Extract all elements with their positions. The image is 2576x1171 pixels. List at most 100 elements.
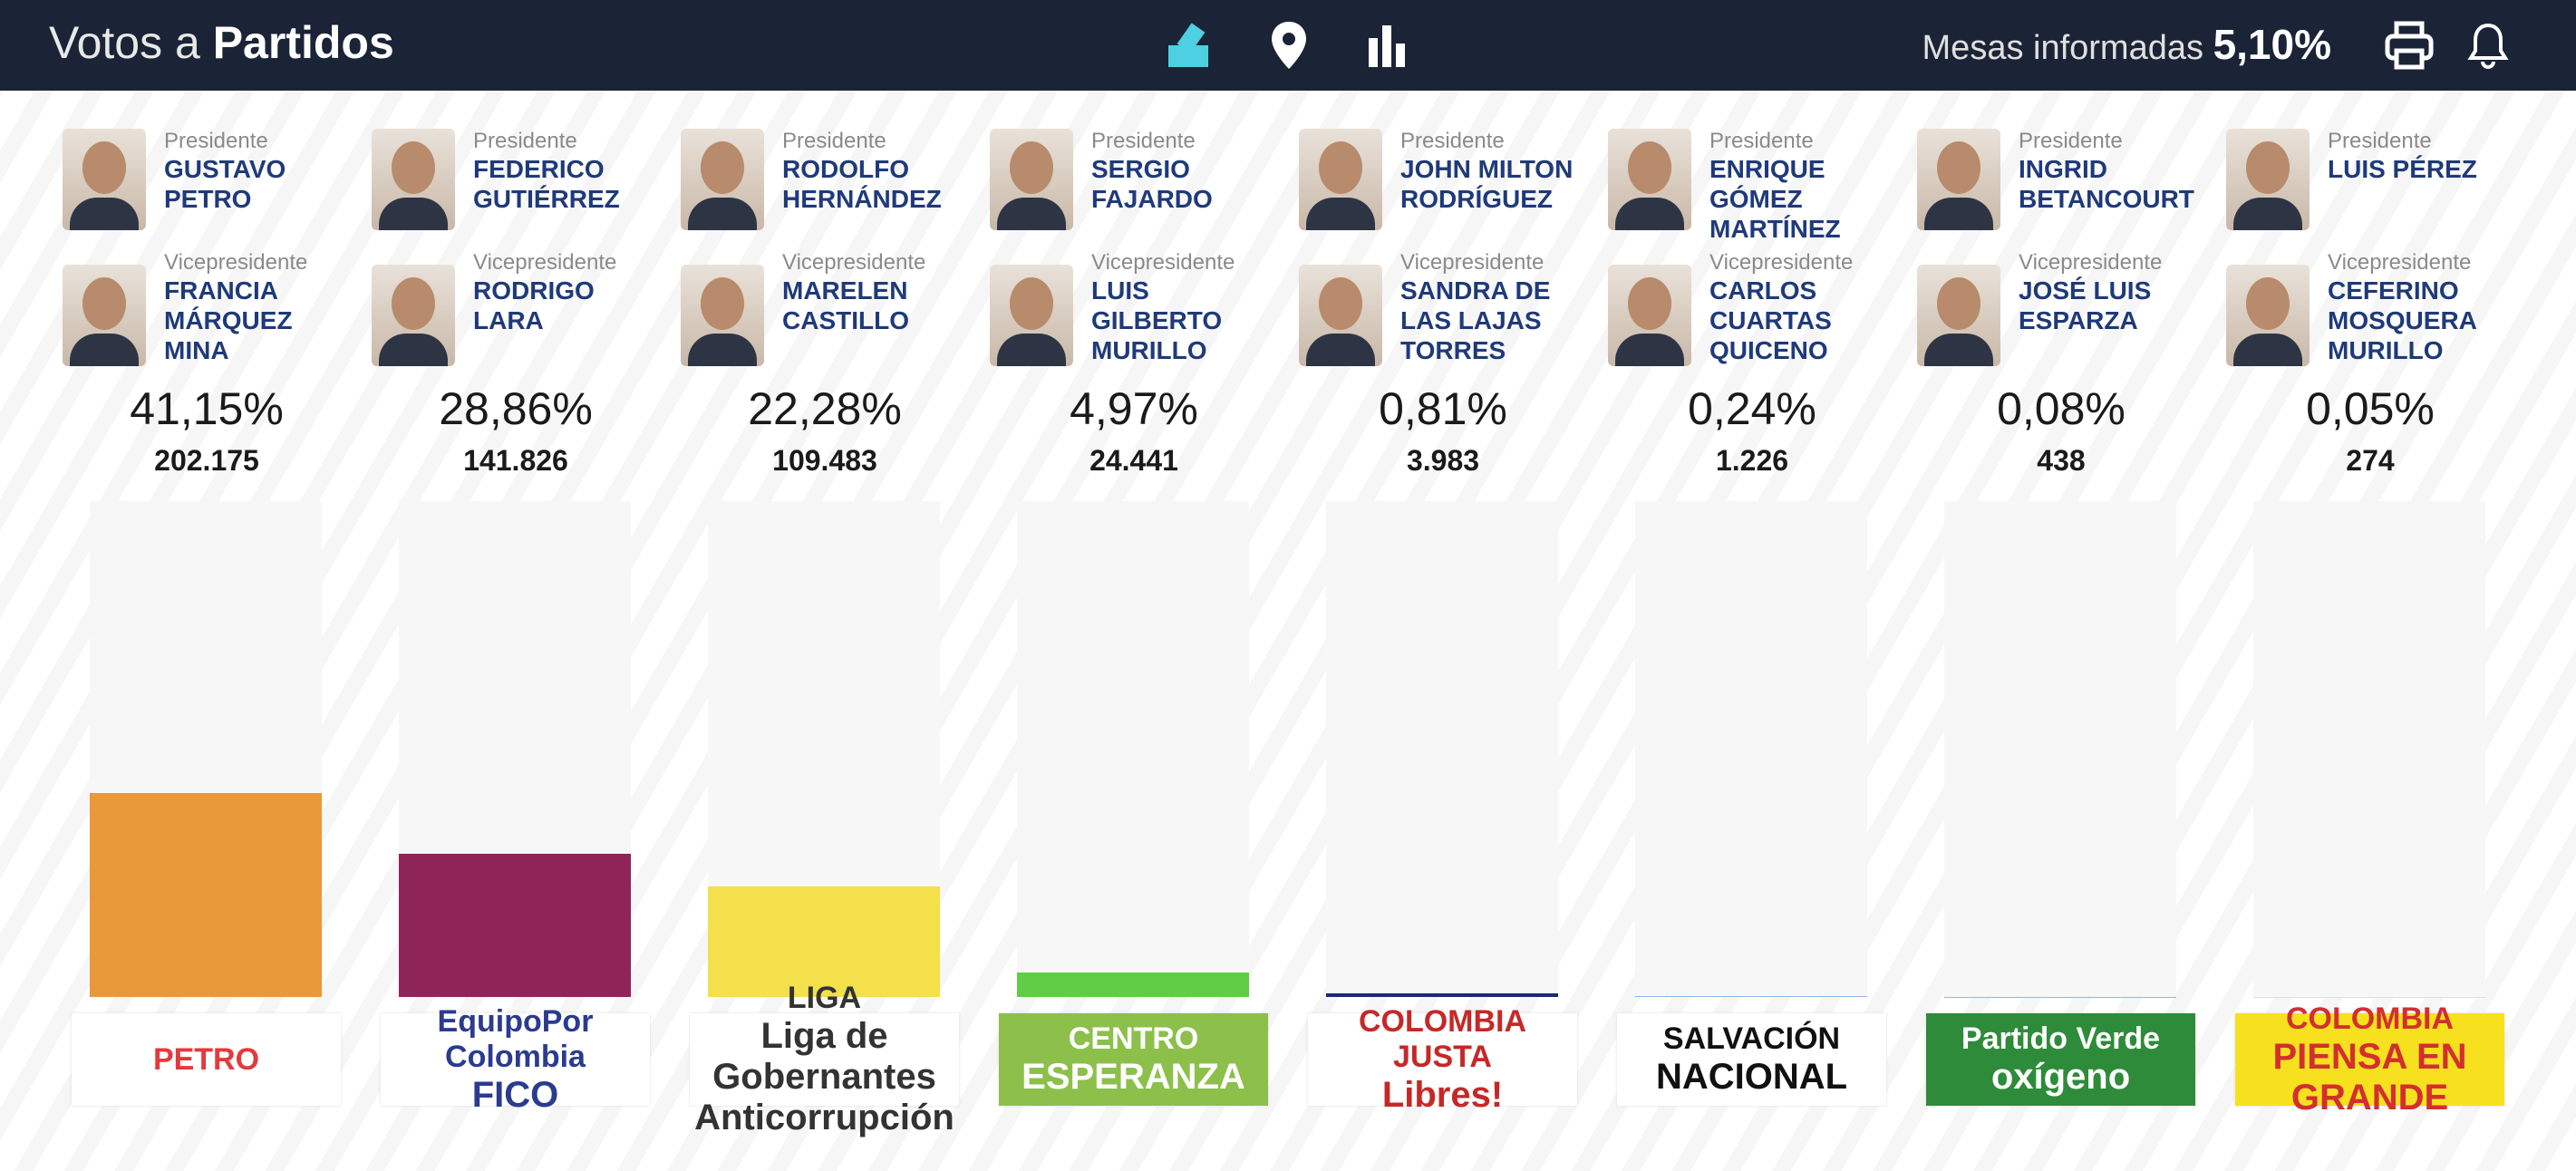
vote-icon[interactable]	[1165, 20, 1215, 71]
vice-name: FRANCIA MÁRQUEZ MINA	[164, 276, 293, 364]
vice-role: Vicepresidente	[782, 250, 926, 275]
candidate-column: Presidente RODOLFO HERNÁNDEZ Vicepresident…	[677, 91, 986, 1171]
president-role: Presidente	[473, 129, 577, 153]
vice-photo	[990, 265, 1073, 366]
president-role: Presidente	[2328, 129, 2432, 153]
bar-track	[1635, 501, 1867, 997]
percentage: 28,86%	[439, 383, 593, 434]
bar-track	[1017, 501, 1249, 997]
logo-text: EquipoPor Colombia	[437, 1003, 594, 1074]
tables-reported: Mesas informadas 5,10%	[1922, 20, 2331, 69]
bell-icon[interactable]	[2467, 20, 2509, 71]
party-logo: EquipoPor Colombia FICO	[381, 1004, 650, 1115]
vice-role: Vicepresidente	[164, 250, 308, 275]
percentage: 0,24%	[1688, 383, 1816, 434]
votes: 3.983	[1406, 444, 1480, 477]
vice-role: Vicepresidente	[1709, 250, 1854, 275]
bar-track	[2253, 501, 2485, 997]
president-role: Presidente	[2019, 129, 2123, 153]
bar-track	[399, 501, 631, 997]
percentage: 0,08%	[1997, 383, 2126, 434]
logo-text: PIENSA EN GRANDE	[2272, 1036, 2467, 1118]
top-bar: Votos a Partidos Mesas informadas 5,10%	[0, 0, 2576, 91]
party-logo: Partido Verde oxígeno	[1926, 1013, 2195, 1106]
bar-track	[1326, 501, 1558, 997]
title-light: Votos a	[49, 17, 200, 68]
president-role: Presidente	[782, 129, 886, 153]
votes: 202.175	[154, 444, 259, 477]
candidate-column: Presidente SERGIO FAJARDO Vicepresidente LU…	[986, 91, 1295, 1171]
bar	[1017, 972, 1249, 997]
tables-value: 5,10%	[2213, 21, 2331, 68]
candidate-column: Presidente GUSTAVO PETRO Vicepresidente FRA…	[59, 91, 368, 1171]
percentage: 4,97%	[1070, 383, 1198, 434]
president-name: SERGIO FAJARDO	[1091, 155, 1213, 213]
president-name: ENRIQUE GÓMEZ MARTÍNEZ	[1709, 155, 1841, 243]
president-photo	[1608, 129, 1691, 230]
candidate-column: Presidente JOHN MILTON RODRÍGUEZ Vicepresi…	[1295, 91, 1604, 1171]
logo-text: COLOMBIA JUSTA	[1358, 1003, 1527, 1074]
president-photo	[1299, 129, 1382, 230]
vice-name: RODRIGO LARA	[473, 276, 595, 334]
candidate-column: Presidente LUIS PÉREZ Vicepresidente CEFERI…	[2223, 91, 2532, 1171]
bar	[399, 854, 631, 997]
votes: 438	[2037, 444, 2086, 477]
tables-label: Mesas informadas	[1922, 29, 2203, 67]
title-bold: Partidos	[212, 17, 394, 68]
president-name: RODOLFO HERNÁNDEZ	[782, 155, 942, 213]
logo-text: Libres!	[1381, 1074, 1504, 1115]
vice-photo	[1299, 265, 1382, 366]
president-photo	[2226, 129, 2310, 230]
logo-text: Partido Verde	[1961, 1021, 2161, 1056]
bar	[1326, 992, 1558, 997]
title: Votos a Partidos	[49, 16, 394, 69]
votes: 109.483	[772, 444, 877, 477]
vice-name: CEFERINO MOSQUERA MURILLO	[2328, 276, 2476, 364]
party-logo: PETRO	[72, 1013, 341, 1106]
vice-photo	[63, 265, 146, 366]
vice-photo	[1608, 265, 1691, 366]
vice-role: Vicepresidente	[2328, 250, 2472, 275]
logo-text: ESPERANZA	[1022, 1057, 1245, 1097]
vice-name: LUIS GILBERTO MURILLO	[1091, 276, 1223, 364]
president-name: LUIS PÉREZ	[2328, 155, 2477, 183]
logo-text: LIGA	[787, 981, 862, 1015]
vice-role: Vicepresidente	[2019, 250, 2163, 275]
president-photo	[990, 129, 1073, 230]
president-photo	[681, 129, 764, 230]
candidate-column: Presidente ENRIQUE GÓMEZ MARTÍNEZ Vicepres…	[1604, 91, 1913, 1171]
votes: 274	[2346, 444, 2395, 477]
president-photo	[1917, 129, 2000, 230]
logo-text: SALVACIÓN	[1662, 1021, 1841, 1056]
vice-photo	[372, 265, 455, 366]
bar-track	[1944, 501, 2176, 997]
president-name: JOHN MILTON RODRÍGUEZ	[1400, 155, 1574, 213]
map-icon[interactable]	[1269, 20, 1309, 71]
bar	[1635, 995, 1867, 997]
president-role: Presidente	[164, 129, 268, 153]
votes: 1.226	[1715, 444, 1789, 477]
party-logo: COLOMBIA JUSTA Libres!	[1308, 1004, 1577, 1115]
bar-track	[90, 501, 322, 997]
party-logo: SALVACIÓN NACIONAL	[1617, 1013, 1886, 1106]
print-icon[interactable]	[2384, 20, 2435, 71]
president-name: FEDERICO GUTIÉRREZ	[473, 155, 620, 213]
logo-text: CENTRO	[1068, 1021, 1199, 1056]
chart-icon[interactable]	[1367, 20, 1407, 71]
president-role: Presidente	[1709, 129, 1814, 153]
president-photo	[372, 129, 455, 230]
logo-text: oxígeno	[1990, 1057, 2131, 1097]
vice-name: JOSÉ LUIS ESPARZA	[2019, 276, 2152, 334]
logo-text: PETRO	[152, 1041, 260, 1077]
vice-name: SANDRA DE LAS LAJAS TORRES	[1400, 276, 1551, 364]
logo-text: Liga de Gobernantes Anticorrupción	[694, 1016, 954, 1137]
candidate-column: Presidente INGRID BETANCOURT Vicepresident…	[1913, 91, 2223, 1171]
party-logo: LIGA Liga de Gobernantes Anticorrupción	[690, 981, 959, 1137]
vice-role: Vicepresidente	[1400, 250, 1545, 275]
votes: 24.441	[1089, 444, 1178, 477]
bar	[90, 792, 322, 997]
logo-text: NACIONAL	[1655, 1057, 1848, 1097]
percentage: 0,81%	[1379, 383, 1507, 434]
president-role: Presidente	[1400, 129, 1505, 153]
